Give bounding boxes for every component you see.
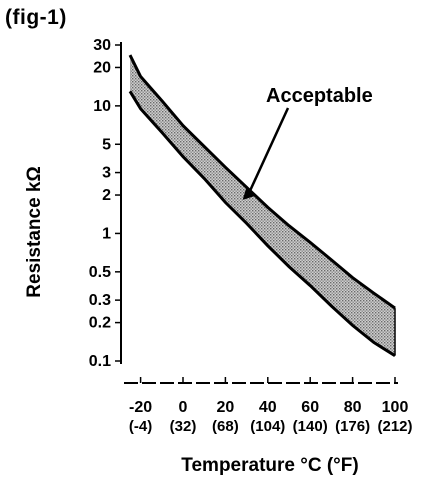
figure-label: (fig-1) — [5, 6, 67, 29]
y-tick-label: 0.3 — [89, 292, 111, 309]
y-tick-label: 0.1 — [89, 353, 111, 370]
annotation-arrow-line — [247, 107, 290, 195]
x-tick-label-fahrenheit: (104) — [250, 418, 285, 435]
y-tick-label: 0.2 — [89, 315, 111, 332]
x-axis-label: Temperature °C (°F) — [181, 455, 358, 476]
y-tick-label: 1 — [102, 225, 111, 242]
y-tick-label: 5 — [102, 136, 111, 153]
x-tick-label-fahrenheit: (68) — [212, 418, 239, 435]
y-axis-label: Resistance kΩ — [24, 166, 45, 297]
y-tick-label: 3 — [102, 165, 111, 182]
y-tick-label: 20 — [93, 59, 111, 76]
x-tick-label-fahrenheit: (32) — [170, 418, 197, 435]
x-tick-label-celsius: 80 — [344, 399, 362, 416]
y-tick-label: 30 — [93, 37, 111, 54]
x-tick-label-celsius: 100 — [382, 399, 409, 416]
x-tick-label-fahrenheit: (212) — [377, 418, 412, 435]
x-tick-label-celsius: -20 — [129, 399, 152, 416]
x-tick-label-celsius: 0 — [179, 399, 188, 416]
upper-limit-line — [128, 54, 396, 310]
x-tick-label-celsius: 20 — [217, 399, 235, 416]
x-tick-label-celsius: 60 — [301, 399, 319, 416]
x-tick-label-fahrenheit: (140) — [293, 418, 328, 435]
y-tick-label: 10 — [93, 98, 111, 115]
x-tick-label-fahrenheit: (-4) — [129, 418, 152, 435]
annotation-arrow-head — [242, 186, 256, 200]
acceptable-band — [130, 55, 395, 356]
annotation-label: Acceptable — [266, 85, 373, 107]
x-tick-label-celsius: 40 — [259, 399, 277, 416]
y-tick-label: 2 — [102, 187, 111, 204]
y-tick-label: 0.5 — [89, 264, 111, 281]
x-tick-label-fahrenheit: (176) — [335, 418, 370, 435]
lower-limit-line — [128, 90, 396, 357]
